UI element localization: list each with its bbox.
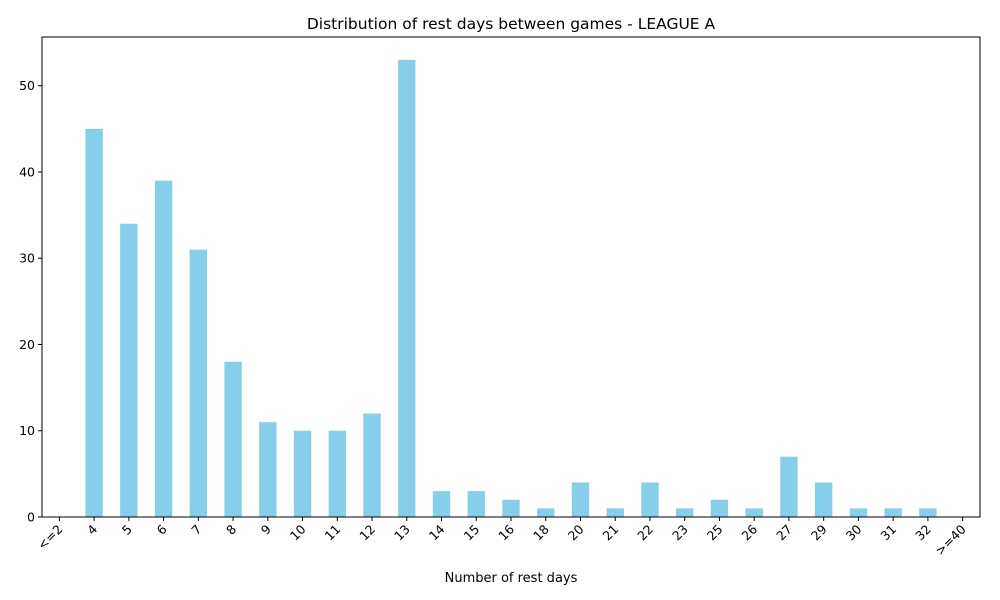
bar-23 (676, 508, 694, 517)
x-tick-label: 22 (634, 522, 656, 544)
x-tick-label: 23 (669, 522, 691, 544)
x-tick-label: 15 (461, 522, 483, 544)
y-tick-label: 10 (19, 423, 35, 438)
bar-26 (745, 508, 763, 517)
y-axis: 0 10 20 30 40 50 (19, 78, 42, 525)
bar-7 (189, 249, 208, 517)
bars-group (85, 59, 937, 518)
y-tick-label: 30 (19, 251, 35, 266)
plot-frame (41, 36, 981, 518)
bar-32 (919, 508, 937, 517)
x-tick-label: >=40 (932, 521, 969, 558)
y-tick-label: 0 (27, 510, 35, 525)
y-tick-label: 50 (19, 78, 35, 93)
x-tick-label: 16 (495, 521, 517, 543)
bar-21 (606, 508, 624, 517)
bar-13 (398, 59, 416, 517)
bar-25 (710, 499, 729, 517)
x-tick-label: 26 (738, 521, 760, 543)
bar-8 (224, 361, 242, 517)
x-tick-label: 32 (912, 522, 934, 544)
bar-9 (259, 422, 277, 517)
x-tick-label: 14 (426, 521, 448, 543)
bar-30 (849, 508, 868, 517)
y-tick-label: 20 (19, 337, 35, 352)
x-axis-label: Number of rest days (445, 571, 578, 586)
bar-31 (884, 508, 902, 517)
x-tick-label: 9 (258, 521, 274, 537)
x-tick-label: 6 (153, 521, 169, 537)
x-tick-label: 4 (84, 521, 100, 537)
x-tick-label: 25 (704, 522, 726, 544)
x-tick-label: 12 (356, 522, 378, 544)
bar-27 (780, 456, 798, 517)
y-tick-label: 40 (19, 164, 35, 179)
bar-22 (641, 482, 659, 517)
bar-12 (363, 413, 381, 517)
x-tick-label: 7 (188, 522, 204, 538)
x-axis: <=2 4 5 6 7 8 9 10 11 12 13 14 15 16 18 20 21 22 23 25 26 27 2… (34, 517, 969, 558)
bar-5 (120, 223, 138, 518)
bar-16 (502, 499, 520, 517)
x-tick-label: 11 (322, 522, 344, 544)
x-tick-label: 30 (843, 521, 865, 543)
x-tick-label: 5 (119, 522, 135, 538)
x-tick-label: 20 (565, 521, 587, 543)
bar-20 (571, 482, 590, 517)
x-tick-label: 27 (773, 522, 795, 544)
bar-4 (85, 128, 103, 517)
x-tick-label: 8 (223, 521, 239, 537)
bar-15 (467, 491, 485, 517)
x-tick-label: 18 (530, 521, 552, 543)
bar-10 (293, 430, 312, 517)
x-tick-label: 10 (287, 521, 309, 543)
x-tick-label: <=2 (34, 522, 65, 553)
x-tick-label: 31 (877, 522, 899, 544)
bar-18 (537, 508, 555, 517)
x-tick-label: 29 (808, 521, 830, 543)
bar-6 (154, 180, 173, 517)
bar-11 (328, 430, 346, 517)
bar-29 (814, 482, 833, 517)
bar-14 (432, 491, 451, 517)
x-tick-label: 13 (391, 522, 413, 544)
chart-title: Distribution of rest days between games … (307, 15, 716, 33)
x-tick-label: 21 (599, 522, 621, 544)
